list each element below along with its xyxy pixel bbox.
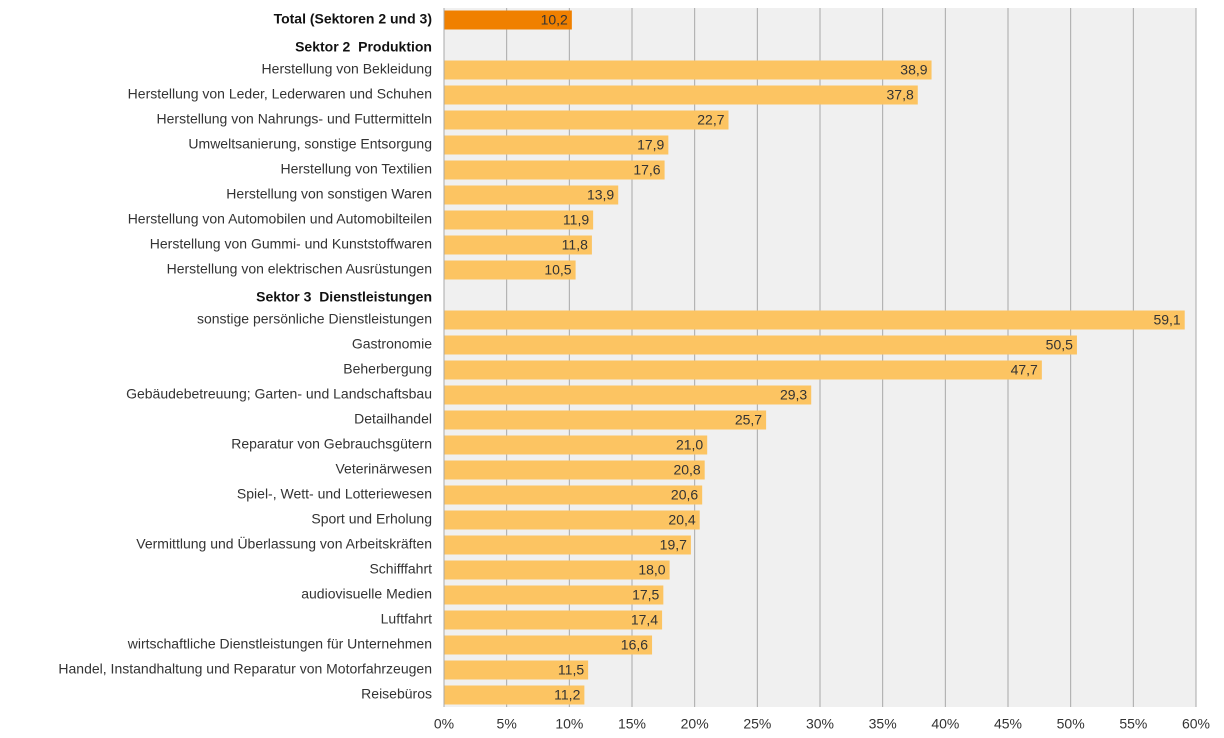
value-label: 38,9 [900, 62, 927, 78]
category-label: Sport und Erholung [311, 511, 432, 527]
value-label: 10,2 [541, 12, 568, 28]
bar [444, 510, 700, 530]
bar [444, 60, 932, 80]
category-label: Vermittlung und Überlassung von Arbeitsk… [136, 535, 432, 552]
category-label: Detailhandel [354, 411, 432, 427]
x-tick-label: 20% [681, 716, 709, 732]
value-label: 29,3 [780, 387, 807, 403]
section-label: Total (Sektoren 2 und 3) [274, 11, 432, 27]
category-label: Handel, Instandhaltung und Reparatur von… [58, 661, 432, 677]
category-label: audiovisuelle Medien [301, 586, 432, 602]
category-label: Gebäudebetreuung; Garten- und Landschaft… [126, 386, 432, 402]
value-label: 17,5 [632, 587, 659, 603]
bar [444, 535, 691, 555]
category-label: Schifffahrt [369, 561, 432, 577]
value-label: 17,4 [631, 612, 658, 628]
bar [444, 85, 918, 105]
value-label: 11,9 [563, 212, 589, 228]
category-label: Herstellung von Leder, Lederwaren und Sc… [128, 86, 432, 102]
category-label: Herstellung von Textilien [281, 161, 433, 177]
value-label: 11,8 [562, 237, 588, 253]
x-tick-label: 35% [869, 716, 897, 732]
value-label: 11,5 [558, 662, 584, 678]
category-label: Gastronomie [352, 336, 432, 352]
value-label: 59,1 [1153, 312, 1180, 328]
x-tick-label: 0% [434, 716, 454, 732]
bar [444, 610, 663, 630]
bar [444, 635, 653, 655]
x-tick-label: 60% [1182, 716, 1210, 732]
section-label: Sektor 2 Produktion [295, 39, 432, 55]
value-label: 50,5 [1046, 337, 1073, 353]
bar [444, 560, 670, 580]
category-label: Herstellung von Nahrungs- und Futtermitt… [157, 111, 432, 127]
value-label: 20,8 [673, 462, 700, 478]
category-label: Herstellung von Automobilen und Automobi… [128, 211, 432, 227]
x-tick-label: 10% [555, 716, 583, 732]
category-label: Luftfahrt [381, 611, 432, 627]
bar [444, 110, 729, 130]
x-tick-label: 45% [994, 716, 1022, 732]
bar [444, 385, 812, 405]
category-label: Veterinärwesen [335, 461, 432, 477]
category-label: Umweltsanierung, sonstige Entsorgung [188, 136, 432, 152]
category-label: sonstige persönliche Dienstleistungen [197, 311, 432, 327]
category-label: Beherbergung [343, 361, 432, 377]
value-label: 10,5 [544, 262, 571, 278]
x-tick-label: 25% [743, 716, 771, 732]
value-label: 20,4 [668, 512, 695, 528]
value-label: 19,7 [660, 537, 687, 553]
value-label: 11,2 [554, 687, 580, 703]
bar [444, 485, 703, 505]
category-label: Spiel-, Wett- und Lotteriewesen [237, 486, 432, 502]
bar [444, 210, 594, 230]
value-label: 21,0 [676, 437, 703, 453]
bar [444, 410, 767, 430]
category-label: Reisebüros [361, 686, 432, 702]
x-tick-label: 40% [931, 716, 959, 732]
value-label: 17,9 [637, 137, 664, 153]
bar [444, 135, 669, 155]
value-label: 37,8 [887, 87, 914, 103]
category-label: Reparatur von Gebrauchsgütern [231, 436, 432, 452]
bar [444, 435, 708, 455]
value-label: 25,7 [735, 412, 762, 428]
value-label: 20,6 [671, 487, 698, 503]
bar [444, 685, 585, 705]
category-label: Herstellung von elektrischen Ausrüstunge… [167, 261, 432, 277]
bar [444, 260, 576, 280]
bar [444, 10, 572, 30]
bar [444, 310, 1185, 330]
value-label: 13,9 [587, 187, 614, 203]
bar [444, 660, 589, 680]
bar [444, 585, 664, 605]
bar [444, 235, 592, 255]
category-label: Herstellung von Gummi- und Kunststoffwar… [150, 236, 432, 252]
value-label: 22,7 [697, 112, 724, 128]
x-tick-label: 30% [806, 716, 834, 732]
x-tick-label: 55% [1119, 716, 1147, 732]
bar [444, 160, 665, 180]
category-label: wirtschaftliche Dienstleistungen für Unt… [127, 636, 432, 652]
bar [444, 185, 619, 205]
bar [444, 335, 1077, 355]
value-label: 18,0 [638, 562, 665, 578]
x-tick-label: 15% [618, 716, 646, 732]
section-label: Sektor 3 Dienstleistungen [256, 289, 432, 305]
x-tick-label: 5% [497, 716, 517, 732]
bar [444, 360, 1042, 380]
category-label: Herstellung von sonstigen Waren [226, 186, 432, 202]
value-label: 16,6 [621, 637, 648, 653]
value-label: 17,6 [633, 162, 660, 178]
bar [444, 460, 705, 480]
value-label: 47,7 [1011, 362, 1038, 378]
category-label: Herstellung von Bekleidung [262, 61, 432, 77]
x-tick-label: 50% [1057, 716, 1085, 732]
